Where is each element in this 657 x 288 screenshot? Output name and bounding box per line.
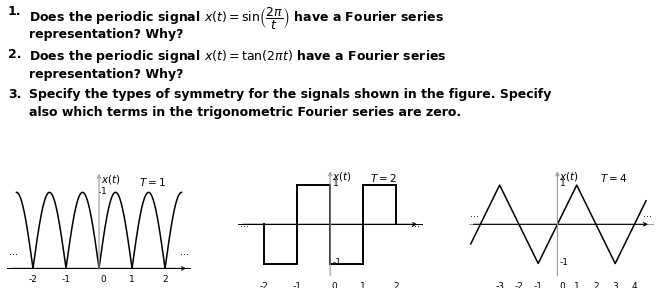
Text: 4: 4 bbox=[631, 282, 637, 288]
Text: ...: ... bbox=[643, 209, 652, 219]
Text: $x(t)$: $x(t)$ bbox=[101, 173, 121, 186]
Text: ...: ... bbox=[411, 219, 420, 229]
Text: -2: -2 bbox=[28, 275, 37, 284]
Text: $x(t)$: $x(t)$ bbox=[558, 170, 578, 183]
Text: ...: ... bbox=[240, 219, 250, 229]
Text: also which terms in the trigonometric Fourier series are zero.: also which terms in the trigonometric Fo… bbox=[29, 107, 461, 120]
Text: -3: -3 bbox=[495, 282, 504, 288]
Text: -1: -1 bbox=[332, 258, 342, 267]
Text: ...: ... bbox=[180, 247, 189, 257]
Text: $T = 1$: $T = 1$ bbox=[139, 176, 166, 187]
Text: -1: -1 bbox=[533, 282, 543, 288]
Text: 2: 2 bbox=[162, 275, 168, 284]
Text: -2: -2 bbox=[514, 282, 524, 288]
Text: 3: 3 bbox=[612, 282, 618, 288]
Text: 0: 0 bbox=[332, 282, 338, 288]
Text: -1: -1 bbox=[62, 275, 70, 284]
Text: representation? Why?: representation? Why? bbox=[29, 68, 184, 81]
Text: 1: 1 bbox=[332, 179, 338, 187]
Text: -2: -2 bbox=[260, 282, 269, 288]
Text: -1: -1 bbox=[292, 282, 302, 288]
Text: $T = 4$: $T = 4$ bbox=[600, 172, 627, 184]
Text: Does the periodic signal $x(t) = \sin\!\left(\dfrac{2\pi}{t}\right)$ have a Four: Does the periodic signal $x(t) = \sin\!\… bbox=[29, 5, 444, 31]
Text: 1: 1 bbox=[101, 187, 107, 196]
Text: 1: 1 bbox=[574, 282, 579, 288]
Text: 1.: 1. bbox=[8, 5, 22, 18]
Text: 1: 1 bbox=[360, 282, 366, 288]
Text: ...: ... bbox=[470, 209, 479, 219]
Text: 1: 1 bbox=[129, 275, 135, 284]
Text: -1: -1 bbox=[560, 258, 569, 267]
Text: 1: 1 bbox=[560, 179, 566, 187]
Text: Specify the types of symmetry for the signals shown in the figure. Specify: Specify the types of symmetry for the si… bbox=[29, 88, 552, 101]
Text: 3.: 3. bbox=[8, 88, 21, 101]
Text: $x(t)$: $x(t)$ bbox=[332, 170, 352, 183]
Text: 2: 2 bbox=[593, 282, 599, 288]
Text: 0: 0 bbox=[559, 282, 565, 288]
Text: 2.: 2. bbox=[8, 48, 22, 61]
Text: 0: 0 bbox=[101, 275, 106, 284]
Text: representation? Why?: representation? Why? bbox=[29, 28, 184, 41]
Text: $T = 2$: $T = 2$ bbox=[370, 172, 396, 184]
Text: ...: ... bbox=[9, 247, 18, 257]
Text: Does the periodic signal $x(t) = \tan(2\pi t)$ have a Fourier series: Does the periodic signal $x(t) = \tan(2\… bbox=[29, 48, 447, 65]
Text: 2: 2 bbox=[394, 282, 399, 288]
